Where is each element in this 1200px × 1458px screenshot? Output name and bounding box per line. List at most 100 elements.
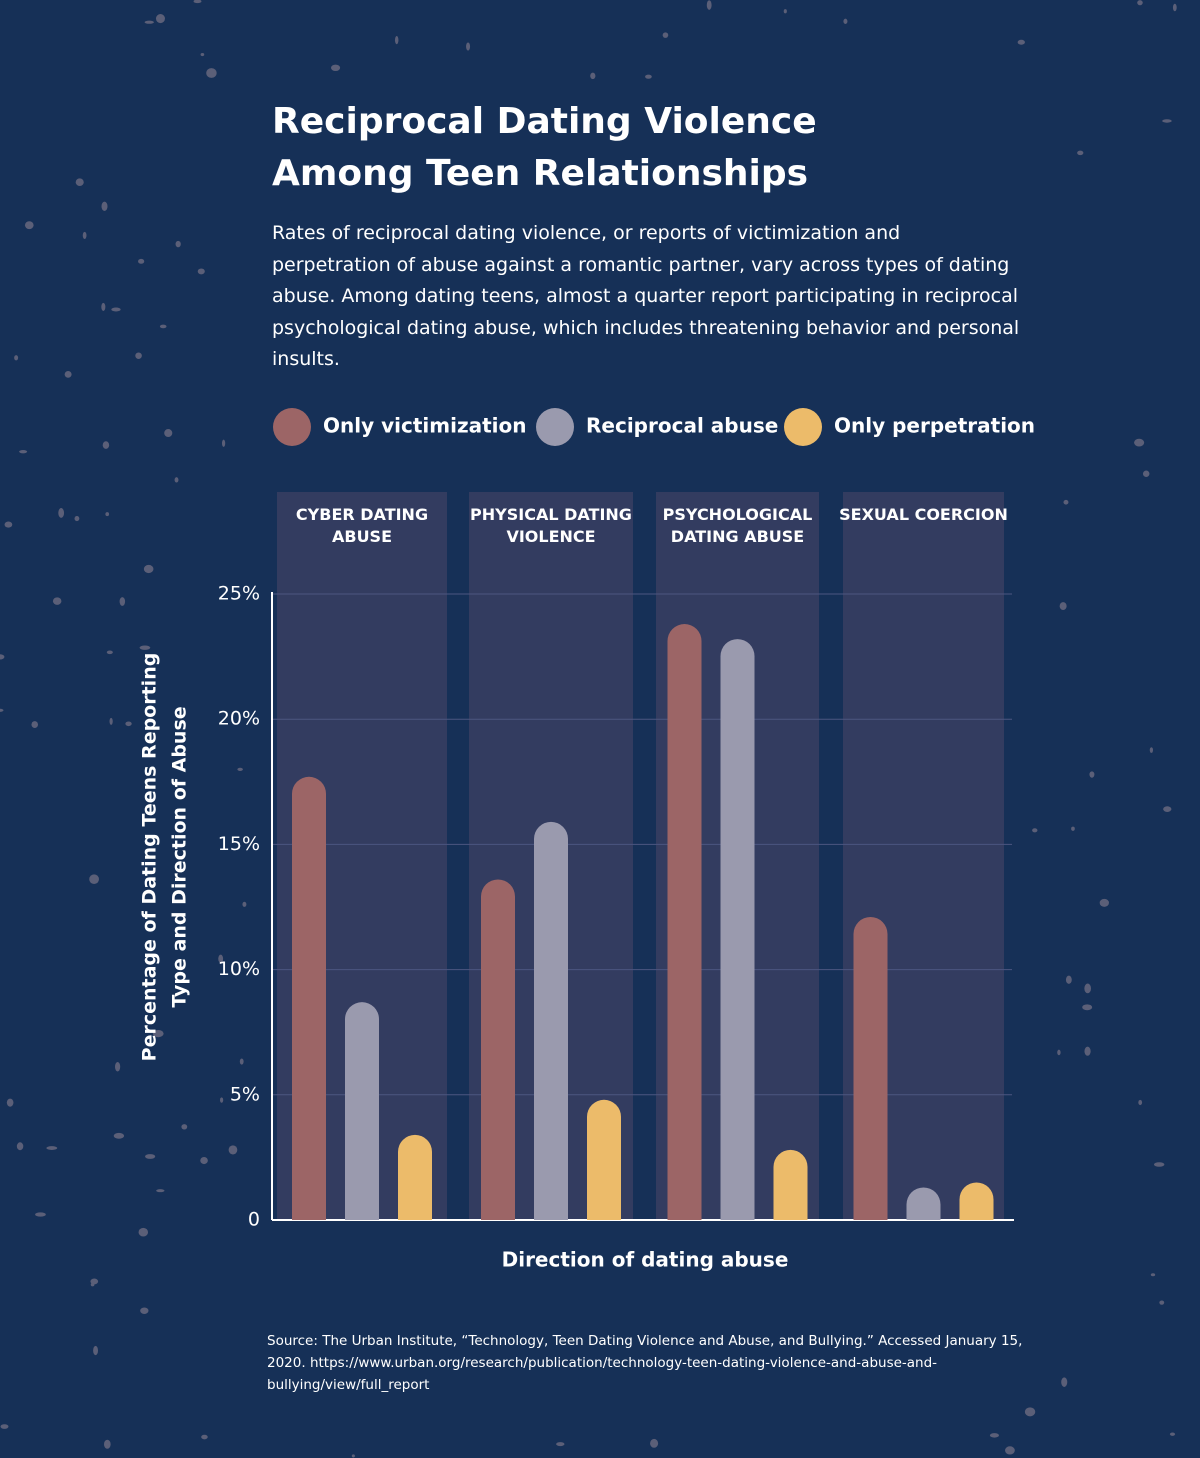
speckle [143, 564, 154, 574]
speckle [1024, 1407, 1036, 1417]
speckle [662, 32, 669, 38]
speckle [1149, 747, 1154, 753]
y-tick-label: 20% [218, 708, 260, 730]
y-tick-label: 25% [218, 583, 260, 605]
speckle [197, 268, 205, 275]
speckle [74, 516, 80, 522]
speckle [31, 721, 39, 728]
speckle [1134, 438, 1145, 447]
speckle [228, 1145, 238, 1155]
speckle [1163, 806, 1172, 812]
speckle [200, 52, 205, 57]
speckle [1061, 1377, 1068, 1387]
speckle [101, 302, 106, 311]
speckle [1138, 1099, 1143, 1106]
speckle [1077, 150, 1084, 156]
speckle [89, 874, 99, 885]
speckle [1137, 0, 1143, 6]
legend-label: Only victimization [323, 414, 527, 438]
speckle [105, 512, 110, 517]
legend-label: Only perpetration [834, 414, 1035, 438]
speckle [175, 240, 181, 248]
speckle [351, 1454, 355, 1458]
speckle [466, 42, 471, 51]
bar [906, 1187, 941, 1220]
x-axis-label: Direction of dating abuse [502, 1248, 789, 1272]
speckle [115, 1061, 121, 1072]
speckle [58, 508, 65, 518]
speckle [152, 1029, 164, 1038]
speckle [145, 1154, 156, 1159]
speckle [103, 1439, 111, 1449]
speckle [219, 1097, 224, 1103]
category-label: SEXUAL COERCION [839, 505, 1008, 524]
speckle [783, 9, 787, 14]
speckle [1071, 826, 1075, 831]
speckle [6, 1098, 14, 1107]
bar [720, 639, 755, 1220]
legend-swatch [273, 408, 311, 446]
speckle [590, 72, 596, 80]
speckle [989, 1433, 999, 1438]
speckle [64, 371, 72, 378]
speckle [1142, 470, 1150, 477]
speckle [237, 767, 243, 771]
bar [667, 624, 702, 1220]
source: Source: The Urban Institute, “Technology… [267, 1333, 1023, 1393]
speckle [1057, 1049, 1061, 1056]
speckle [1032, 828, 1038, 833]
speckle [14, 355, 19, 361]
y-tick-label: 0 [248, 1209, 260, 1231]
speckle [1169, 1432, 1176, 1436]
speckle [113, 1132, 125, 1139]
speckle [1084, 983, 1092, 994]
speckle [138, 1227, 149, 1237]
speckle [1150, 1273, 1156, 1277]
speckle [1159, 1300, 1165, 1305]
speckle [35, 1212, 46, 1217]
title-line: Among Teen Relationships [272, 153, 809, 194]
bar [398, 1134, 432, 1220]
y-tick-label: 10% [218, 958, 260, 980]
bar [534, 821, 568, 1220]
speckle [706, 0, 712, 10]
legend-swatch [784, 408, 822, 446]
speckle [221, 439, 226, 447]
speckle [82, 231, 87, 239]
speckle [24, 221, 34, 230]
speckle [144, 20, 154, 24]
speckle [0, 708, 4, 712]
bar [345, 1002, 379, 1220]
speckle [200, 1156, 208, 1165]
speckle [0, 1424, 9, 1429]
speckle [109, 717, 113, 725]
speckle [111, 307, 121, 312]
y-axis-label-line: Percentage of Dating Teens Reporting [139, 653, 161, 1062]
speckle [139, 645, 151, 650]
speckle [138, 258, 145, 264]
speckle [330, 64, 341, 72]
speckle [1172, 3, 1177, 12]
speckle [1059, 602, 1067, 611]
speckle [1005, 1446, 1015, 1455]
category-label: PSYCHOLOGICAL DATING ABUSE [662, 505, 813, 546]
speckle [1063, 499, 1069, 505]
speckle [1017, 39, 1025, 45]
speckle [242, 901, 247, 907]
speckle [102, 441, 110, 449]
speckle [0, 654, 5, 660]
category-label: CYBER DATING ABUSE [295, 505, 429, 546]
category-label: PHYSICAL DATING VIOLENCE [470, 505, 632, 546]
bar [773, 1149, 808, 1220]
bar [959, 1182, 994, 1220]
speckle [394, 36, 399, 45]
speckle [843, 18, 848, 24]
speckle [1089, 771, 1095, 778]
speckle [16, 1142, 24, 1151]
speckle [159, 324, 167, 329]
legend-swatch [536, 408, 574, 446]
speckle [46, 1146, 58, 1150]
bar [292, 776, 326, 1220]
